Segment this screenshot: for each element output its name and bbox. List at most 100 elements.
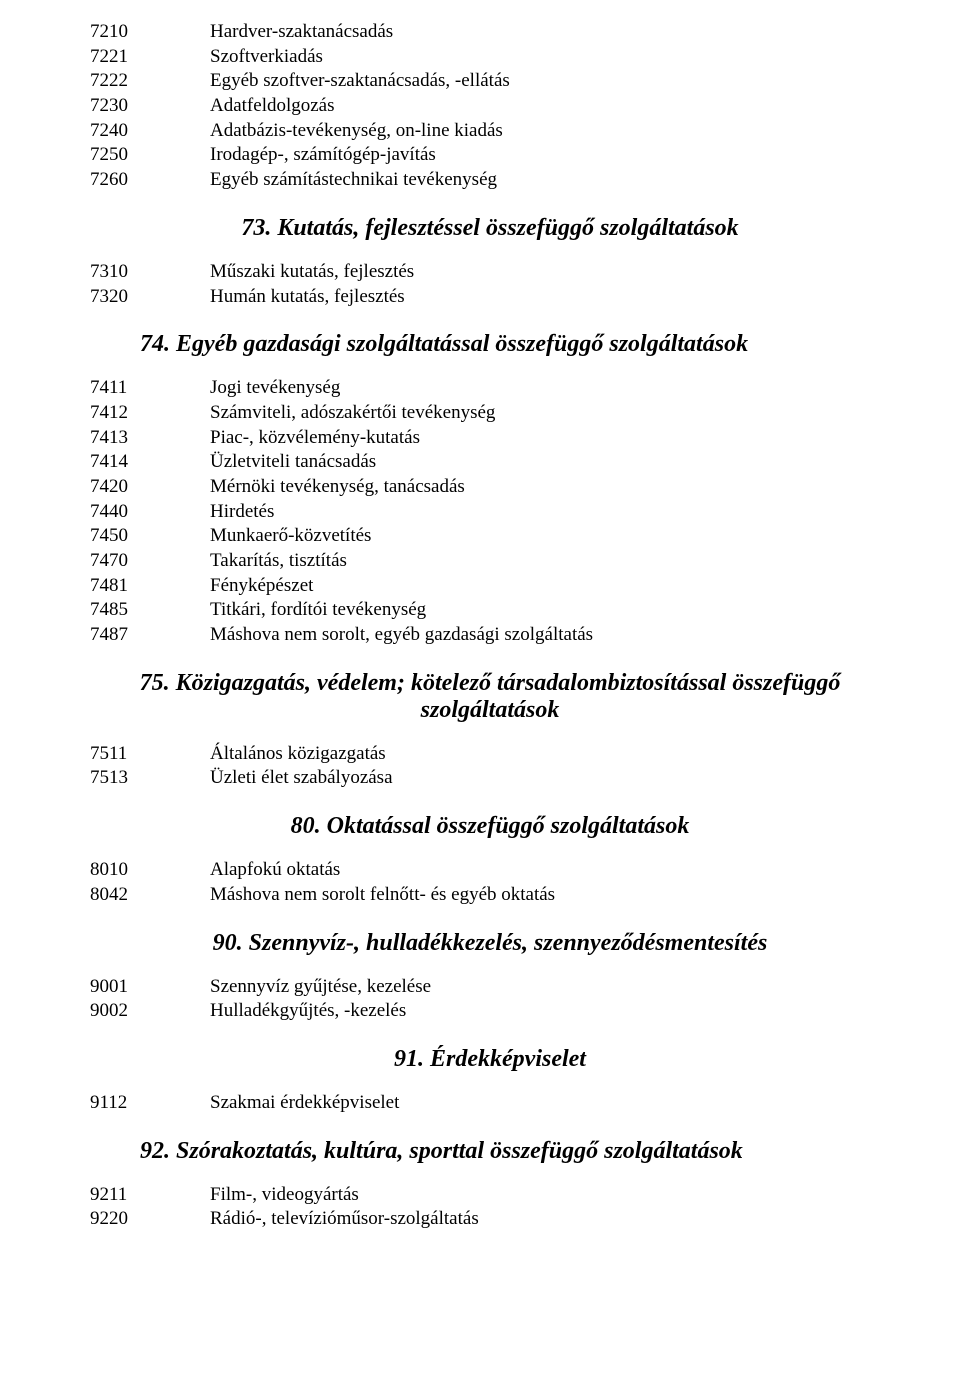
desc: Humán kutatás, fejlesztés bbox=[210, 285, 890, 310]
desc: Hirdetés bbox=[210, 500, 890, 525]
table-row: 7450Munkaerő-közvetítés bbox=[90, 524, 890, 549]
table-row: 7487Máshova nem sorolt, egyéb gazdasági … bbox=[90, 623, 890, 648]
code: 7487 bbox=[90, 623, 210, 648]
table-row: 7414Üzletviteli tanácsadás bbox=[90, 450, 890, 475]
table-row: 7320Humán kutatás, fejlesztés bbox=[90, 285, 890, 310]
table-row: 7210Hardver-szaktanácsadás bbox=[90, 20, 890, 45]
desc: Adatfeldolgozás bbox=[210, 94, 890, 119]
desc: Üzleti élet szabályozása bbox=[210, 766, 890, 791]
desc: Munkaerő-közvetítés bbox=[210, 524, 890, 549]
code: 7230 bbox=[90, 94, 210, 119]
table-row: 9211Film-, videogyártás bbox=[90, 1183, 890, 1208]
heading-91: 91. Érdekképviselet bbox=[90, 1046, 890, 1073]
code: 8010 bbox=[90, 858, 210, 883]
table-row: 9220Rádió-, televízióműsor-szolgáltatás bbox=[90, 1207, 890, 1232]
desc: Szennyvíz gyűjtése, kezelése bbox=[210, 975, 890, 1000]
code: 7513 bbox=[90, 766, 210, 791]
table-row: 8042Máshova nem sorolt felnőtt- és egyéb… bbox=[90, 883, 890, 908]
heading-73: 73. Kutatás, fejlesztéssel összefüggő sz… bbox=[90, 215, 890, 242]
desc: Máshova nem sorolt felnőtt- és egyéb okt… bbox=[210, 883, 890, 908]
code: 7240 bbox=[90, 119, 210, 144]
code: 7470 bbox=[90, 549, 210, 574]
code: 9002 bbox=[90, 999, 210, 1024]
section-73: 7310Műszaki kutatás, fejlesztés 7320Humá… bbox=[90, 260, 890, 309]
section-75: 7511Általános közigazgatás 7513Üzleti él… bbox=[90, 742, 890, 791]
desc: Műszaki kutatás, fejlesztés bbox=[210, 260, 890, 285]
desc: Jogi tevékenység bbox=[210, 376, 890, 401]
table-row: 7413Piac-, közvélemény-kutatás bbox=[90, 426, 890, 451]
section-92: 9211Film-, videogyártás 9220Rádió-, tele… bbox=[90, 1183, 890, 1232]
table-row: 7411Jogi tevékenység bbox=[90, 376, 890, 401]
desc: Máshova nem sorolt, egyéb gazdasági szol… bbox=[210, 623, 890, 648]
desc: Számviteli, adószakértői tevékenység bbox=[210, 401, 890, 426]
code: 7250 bbox=[90, 143, 210, 168]
code: 8042 bbox=[90, 883, 210, 908]
table-row: 9002Hulladékgyűjtés, -kezelés bbox=[90, 999, 890, 1024]
section-74: 7411Jogi tevékenység 7412Számviteli, adó… bbox=[90, 376, 890, 648]
desc: Szoftverkiadás bbox=[210, 45, 890, 70]
code: 7260 bbox=[90, 168, 210, 193]
table-row: 9001Szennyvíz gyűjtése, kezelése bbox=[90, 975, 890, 1000]
code: 9001 bbox=[90, 975, 210, 1000]
desc: Takarítás, tisztítás bbox=[210, 549, 890, 574]
desc: Szakmai érdekképviselet bbox=[210, 1091, 890, 1116]
desc: Egyéb számítástechnikai tevékenység bbox=[210, 168, 890, 193]
table-row: 7485Titkári, fordítói tevékenység bbox=[90, 598, 890, 623]
desc: Film-, videogyártás bbox=[210, 1183, 890, 1208]
code: 7222 bbox=[90, 69, 210, 94]
table-row: 7513Üzleti élet szabályozása bbox=[90, 766, 890, 791]
section-91: 9112Szakmai érdekképviselet bbox=[90, 1091, 890, 1116]
heading-80: 80. Oktatással összefüggő szolgáltatások bbox=[90, 813, 890, 840]
desc: Rádió-, televízióműsor-szolgáltatás bbox=[210, 1207, 890, 1232]
heading-90: 90. Szennyvíz-, hulladékkezelés, szennye… bbox=[90, 930, 890, 957]
heading-74: 74. Egyéb gazdasági szolgáltatással össz… bbox=[90, 331, 890, 358]
code: 7440 bbox=[90, 500, 210, 525]
desc: Mérnöki tevékenység, tanácsadás bbox=[210, 475, 890, 500]
code: 9220 bbox=[90, 1207, 210, 1232]
code: 7450 bbox=[90, 524, 210, 549]
desc: Egyéb szoftver-szaktanácsadás, -ellátás bbox=[210, 69, 890, 94]
code: 9112 bbox=[90, 1091, 210, 1116]
table-row: 7260Egyéb számítástechnikai tevékenység bbox=[90, 168, 890, 193]
desc: Irodagép-, számítógép-javítás bbox=[210, 143, 890, 168]
heading-92: 92. Szórakoztatás, kultúra, sporttal öss… bbox=[90, 1138, 890, 1165]
code: 7310 bbox=[90, 260, 210, 285]
code: 7413 bbox=[90, 426, 210, 451]
code: 7420 bbox=[90, 475, 210, 500]
desc: Alapfokú oktatás bbox=[210, 858, 890, 883]
code: 7511 bbox=[90, 742, 210, 767]
table-row: 7511Általános közigazgatás bbox=[90, 742, 890, 767]
desc: Piac-, közvélemény-kutatás bbox=[210, 426, 890, 451]
code: 7221 bbox=[90, 45, 210, 70]
table-row: 7222Egyéb szoftver-szaktanácsadás, -ellá… bbox=[90, 69, 890, 94]
table-row: 7250Irodagép-, számítógép-javítás bbox=[90, 143, 890, 168]
section-72: 7210Hardver-szaktanácsadás 7221Szoftverk… bbox=[90, 20, 890, 193]
table-row: 7470Takarítás, tisztítás bbox=[90, 549, 890, 574]
heading-75: 75. Közigazgatás, védelem; kötelező társ… bbox=[90, 670, 890, 724]
section-80: 8010Alapfokú oktatás 8042Máshova nem sor… bbox=[90, 858, 890, 907]
table-row: 7412Számviteli, adószakértői tevékenység bbox=[90, 401, 890, 426]
table-row: 7240Adatbázis-tevékenység, on-line kiadá… bbox=[90, 119, 890, 144]
code: 9211 bbox=[90, 1183, 210, 1208]
section-90: 9001Szennyvíz gyűjtése, kezelése 9002Hul… bbox=[90, 975, 890, 1024]
table-row: 7481Fényképészet bbox=[90, 574, 890, 599]
desc: Fényképészet bbox=[210, 574, 890, 599]
desc: Titkári, fordítói tevékenység bbox=[210, 598, 890, 623]
code: 7481 bbox=[90, 574, 210, 599]
code: 7320 bbox=[90, 285, 210, 310]
desc: Üzletviteli tanácsadás bbox=[210, 450, 890, 475]
table-row: 7221Szoftverkiadás bbox=[90, 45, 890, 70]
table-row: 7310Műszaki kutatás, fejlesztés bbox=[90, 260, 890, 285]
table-row: 7230Adatfeldolgozás bbox=[90, 94, 890, 119]
desc: Általános közigazgatás bbox=[210, 742, 890, 767]
desc: Hardver-szaktanácsadás bbox=[210, 20, 890, 45]
table-row: 7440Hirdetés bbox=[90, 500, 890, 525]
table-row: 8010Alapfokú oktatás bbox=[90, 858, 890, 883]
table-row: 9112Szakmai érdekképviselet bbox=[90, 1091, 890, 1116]
code: 7485 bbox=[90, 598, 210, 623]
code: 7414 bbox=[90, 450, 210, 475]
desc: Hulladékgyűjtés, -kezelés bbox=[210, 999, 890, 1024]
code: 7210 bbox=[90, 20, 210, 45]
code: 7411 bbox=[90, 376, 210, 401]
desc: Adatbázis-tevékenység, on-line kiadás bbox=[210, 119, 890, 144]
